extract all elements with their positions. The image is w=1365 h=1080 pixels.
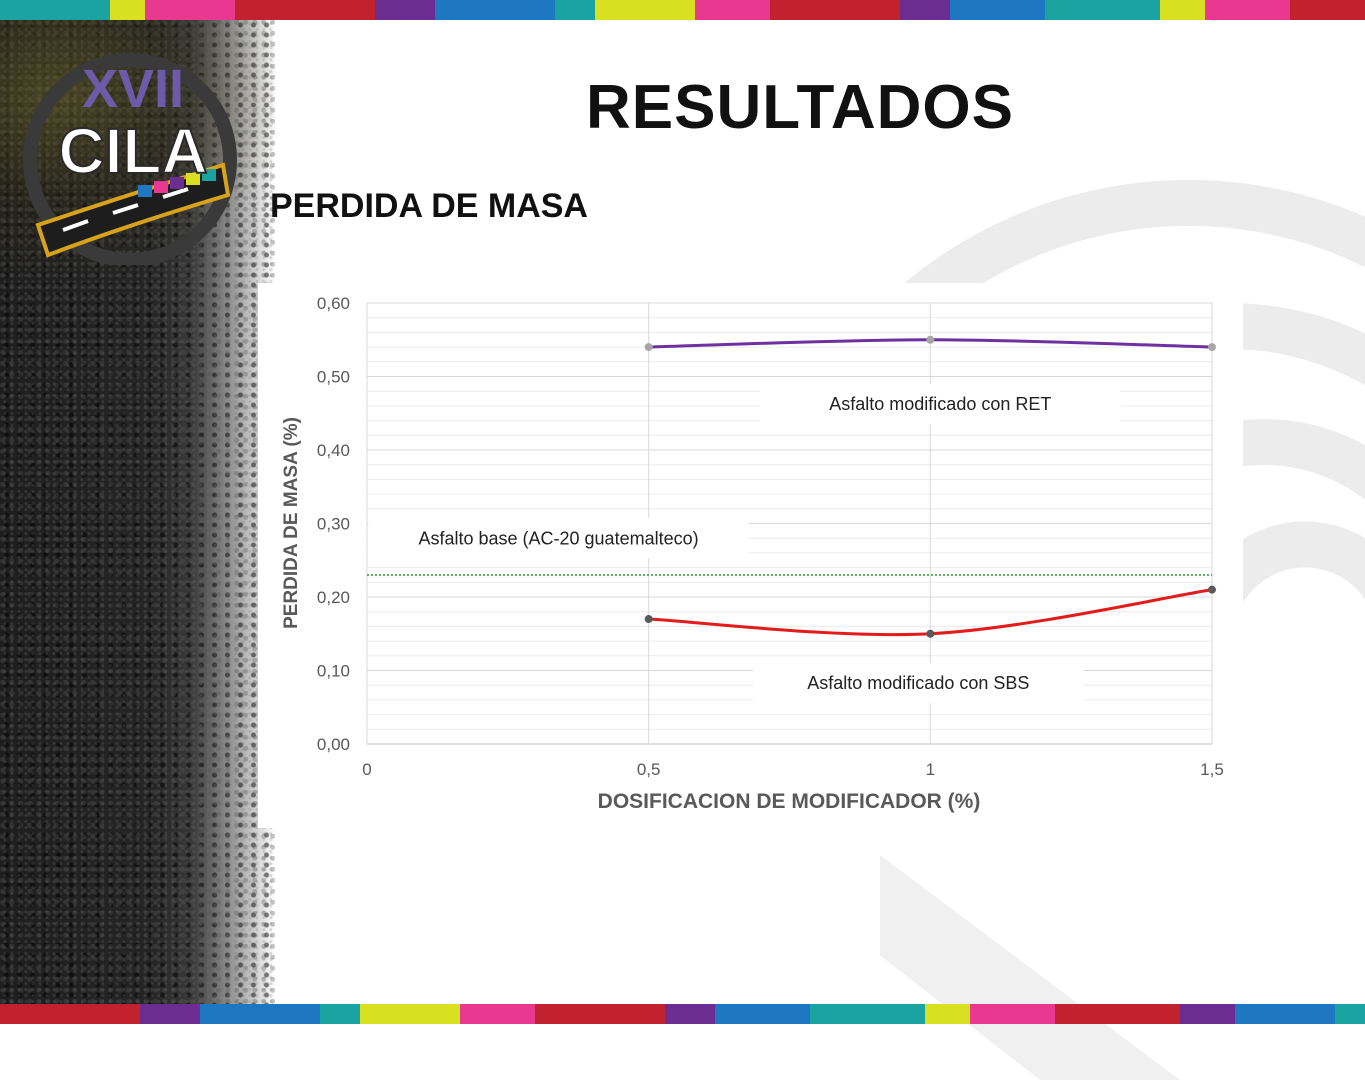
stripe-segment <box>1180 1004 1235 1024</box>
stripe-segment <box>900 0 950 20</box>
stripe-segment <box>950 0 1045 20</box>
stripe-segment <box>1235 1004 1335 1024</box>
data-point <box>644 343 653 352</box>
stripe-segment <box>1335 1004 1365 1024</box>
top-color-stripe <box>0 0 1365 20</box>
stripe-segment <box>140 1004 200 1024</box>
data-point <box>1208 343 1216 352</box>
stripe-segment <box>925 1004 970 1024</box>
y-axis-title: PERDIDA DE MASA (%) <box>281 417 302 629</box>
stripe-segment <box>200 1004 320 1024</box>
data-point <box>1208 585 1216 594</box>
x-tick-label: 0,5 <box>637 760 661 779</box>
chart-panel: 0,00 0,10 0,20 0,30 0,40 0,50 0,60 0 0,5 1 1,5 As… <box>258 283 1243 828</box>
data-point <box>926 335 935 344</box>
stripe-segment <box>460 1004 535 1024</box>
stripe-segment <box>1055 1004 1180 1024</box>
stripe-segment <box>375 0 435 20</box>
stripe-segment <box>595 0 695 20</box>
data-point <box>644 615 653 624</box>
stripe-segment <box>970 1004 1055 1024</box>
y-tick-label: 0,30 <box>317 515 350 534</box>
stripe-segment <box>770 0 900 20</box>
y-tick-label: 0,00 <box>317 735 350 754</box>
series-label: Asfalto modificado con RET <box>829 394 1051 414</box>
x-tick-label: 1 <box>926 760 935 779</box>
stripe-segment <box>1290 0 1365 20</box>
bottom-color-stripe <box>0 1004 1365 1024</box>
stripe-segment <box>110 0 145 20</box>
stripe-segment <box>435 0 555 20</box>
y-tick-labels: 0,00 0,10 0,20 0,30 0,40 0,50 0,60 <box>317 294 350 754</box>
stripe-segment <box>1160 0 1205 20</box>
y-tick-label: 0,10 <box>317 662 350 681</box>
stripe-segment <box>665 1004 715 1024</box>
x-tick-label: 0 <box>362 760 371 779</box>
series-label-box <box>760 383 1121 424</box>
series-labels: Asfalto modificado con RET Asfalto modifi… <box>368 383 1121 704</box>
mass-loss-chart: 0,00 0,10 0,20 0,30 0,40 0,50 0,60 0 0,5 1 1,5 As… <box>281 294 1224 813</box>
stripe-segment <box>535 1004 665 1024</box>
stripe-segment <box>715 1004 810 1024</box>
stripe-segment <box>810 1004 925 1024</box>
slide-subtitle: PERDIDA DE MASA <box>270 187 588 225</box>
stripe-segment <box>1045 0 1160 20</box>
logo-name: CILA <box>58 115 207 187</box>
x-tick-labels: 0 0,5 1 1,5 <box>362 760 1224 779</box>
stripe-segment <box>555 0 595 20</box>
y-tick-label: 0,40 <box>317 441 350 460</box>
data-point <box>926 629 935 638</box>
series-label: Asfalto modificado con SBS <box>807 673 1029 693</box>
series-label-box <box>753 663 1084 704</box>
stripe-segment <box>1205 0 1290 20</box>
stripe-segment <box>695 0 770 20</box>
x-tick-label: 1,5 <box>1200 760 1224 779</box>
y-tick-label: 0,60 <box>317 294 350 313</box>
series-label-box <box>368 518 749 559</box>
stripe-segment <box>360 1004 460 1024</box>
series-layer <box>367 335 1216 638</box>
stripe-segment <box>145 0 235 20</box>
stripe-segment <box>0 0 110 20</box>
stripe-segment <box>235 0 375 20</box>
stripe-segment <box>0 1004 140 1024</box>
y-tick-label: 0,20 <box>317 588 350 607</box>
slide-title: RESULTADOS <box>586 73 1014 142</box>
cila-logo: XVII CILA <box>23 53 237 265</box>
series-label: Asfalto base (AC-20 guatemalteco) <box>418 528 698 548</box>
stripe-segment <box>320 1004 360 1024</box>
logo-numeral: XVII <box>82 59 184 119</box>
y-tick-label: 0,50 <box>317 368 350 387</box>
x-axis-title: DOSIFICACION DE MODIFICADOR (%) <box>598 790 981 813</box>
